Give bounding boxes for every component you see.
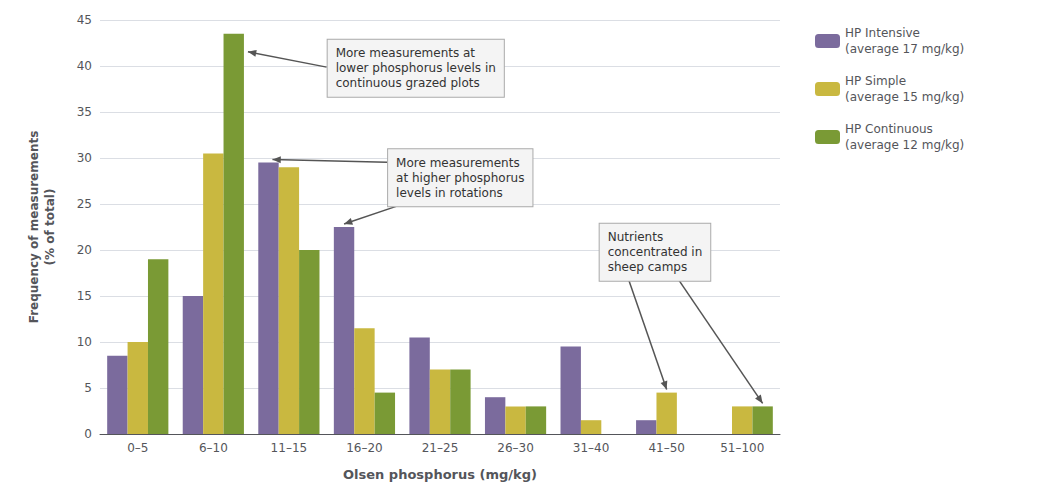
svg-text:at higher phosphorus: at higher phosphorus <box>396 171 524 185</box>
svg-text:More measurements at: More measurements at <box>336 46 476 60</box>
svg-text:(average 17 mg/kg): (average 17 mg/kg) <box>845 42 964 56</box>
svg-text:11–15: 11–15 <box>271 441 308 455</box>
svg-text:21–25: 21–25 <box>422 441 459 455</box>
svg-text:35: 35 <box>77 105 92 119</box>
svg-text:HP Intensive: HP Intensive <box>845 26 920 40</box>
svg-text:continuous grazed plots: continuous grazed plots <box>336 76 480 90</box>
svg-text:6–10: 6–10 <box>199 441 228 455</box>
svg-text:20: 20 <box>77 243 92 257</box>
svg-text:(average 15 mg/kg): (average 15 mg/kg) <box>845 90 964 104</box>
svg-text:15: 15 <box>77 289 92 303</box>
svg-text:HP Continuous: HP Continuous <box>845 122 933 136</box>
svg-text:Frequency of measurements: Frequency of measurements <box>27 131 41 324</box>
svg-text:40: 40 <box>77 59 92 73</box>
svg-text:levels in rotations: levels in rotations <box>396 186 503 200</box>
svg-text:More measurements: More measurements <box>396 156 520 170</box>
svg-text:16–20: 16–20 <box>346 441 383 455</box>
svg-text:0: 0 <box>84 427 92 441</box>
svg-text:HP Simple: HP Simple <box>845 74 906 88</box>
svg-text:Nutrients: Nutrients <box>608 230 664 244</box>
svg-text:0–5: 0–5 <box>127 441 148 455</box>
svg-text:10: 10 <box>77 335 92 349</box>
svg-text:lower phosphorus levels in: lower phosphorus levels in <box>336 61 496 75</box>
svg-text:(average 12 mg/kg): (average 12 mg/kg) <box>845 138 964 152</box>
svg-text:(% of total): (% of total) <box>43 189 57 266</box>
svg-text:5: 5 <box>84 381 92 395</box>
svg-text:sheep camps: sheep camps <box>608 260 688 274</box>
svg-text:concentrated in: concentrated in <box>608 245 703 259</box>
svg-text:Olsen phosphorus (mg/kg): Olsen phosphorus (mg/kg) <box>343 467 537 482</box>
svg-text:30: 30 <box>77 151 92 165</box>
svg-text:25: 25 <box>77 197 92 211</box>
svg-text:51–100: 51–100 <box>720 441 764 455</box>
svg-text:41–50: 41–50 <box>648 441 685 455</box>
svg-text:31–40: 31–40 <box>573 441 610 455</box>
svg-text:26–30: 26–30 <box>497 441 534 455</box>
svg-text:45: 45 <box>77 13 92 27</box>
